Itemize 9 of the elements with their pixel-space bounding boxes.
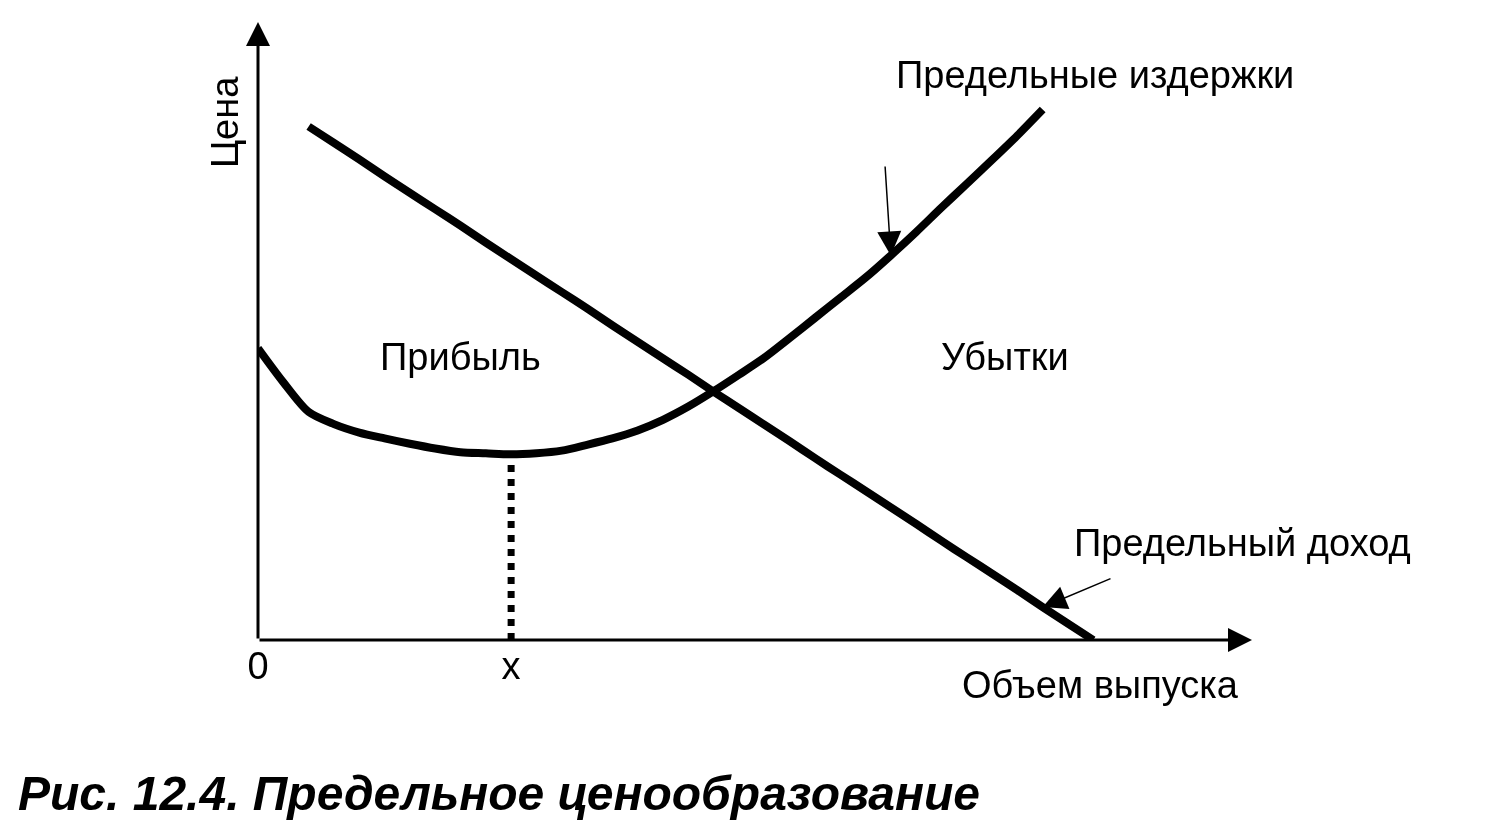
annotation: Прибыль [380,336,541,378]
x-tick-label: 0 [247,645,269,687]
y-axis-title: Цена [204,75,246,168]
series-label: Предельный доход [1074,522,1411,564]
x-tick-label: x [501,645,521,687]
series-label: Предельные издержки [896,54,1295,96]
text: Рис. 12.4. Предельное ценообразование [18,766,981,820]
x-axis-title: Объем выпуска [962,664,1239,706]
annotation: Убытки [941,336,1069,378]
